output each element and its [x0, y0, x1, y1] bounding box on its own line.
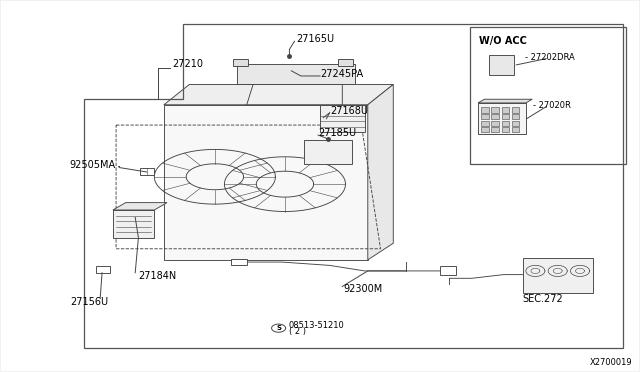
Text: SEC.272: SEC.272 [523, 294, 563, 304]
Bar [489, 55, 515, 75]
Bar [481, 114, 489, 119]
Bar [512, 127, 520, 132]
Bar [481, 121, 489, 126]
Bar [502, 121, 509, 126]
Bar [512, 114, 520, 119]
Bar [492, 108, 499, 112]
Text: 27156U: 27156U [70, 297, 108, 307]
Text: 27168U: 27168U [330, 106, 368, 116]
Polygon shape [246, 84, 342, 105]
Bar [470, 27, 626, 164]
Bar [140, 168, 154, 175]
Bar [481, 108, 489, 112]
Bar [523, 258, 593, 293]
Text: - 27020R: - 27020R [534, 101, 572, 110]
Bar [478, 103, 526, 134]
Polygon shape [164, 105, 368, 260]
Bar [512, 108, 520, 112]
Bar [113, 210, 154, 238]
Bar [96, 266, 109, 273]
Text: 08513-51210: 08513-51210 [289, 321, 344, 330]
Text: S: S [276, 325, 281, 331]
Bar [502, 108, 509, 112]
Text: 27185U: 27185U [318, 128, 356, 138]
Polygon shape [368, 84, 394, 260]
Bar [512, 121, 520, 126]
Bar [502, 114, 509, 119]
Text: 27184N: 27184N [138, 272, 177, 282]
Text: 92505MA: 92505MA [70, 160, 116, 170]
Bar [502, 127, 509, 132]
Text: W/O ACC: W/O ACC [479, 36, 527, 46]
Bar [492, 121, 499, 126]
Text: 27210: 27210 [172, 59, 203, 69]
Bar [320, 105, 365, 132]
Bar [492, 114, 499, 119]
Text: ( 2 ): ( 2 ) [289, 327, 306, 336]
Bar [440, 266, 456, 275]
Bar [233, 59, 248, 66]
Bar [481, 127, 489, 132]
Text: X2700019: X2700019 [589, 358, 632, 367]
Polygon shape [237, 64, 355, 84]
Text: 27245PA: 27245PA [320, 69, 363, 79]
Polygon shape [478, 99, 532, 103]
Polygon shape [164, 84, 394, 105]
Bar [492, 127, 499, 132]
Text: 92300M: 92300M [344, 283, 383, 294]
Polygon shape [113, 203, 167, 210]
Bar [338, 59, 353, 66]
Text: 27165U: 27165U [296, 35, 334, 44]
Bar [231, 259, 246, 265]
Text: - 27202DRA: - 27202DRA [525, 53, 575, 62]
Bar [304, 140, 352, 164]
